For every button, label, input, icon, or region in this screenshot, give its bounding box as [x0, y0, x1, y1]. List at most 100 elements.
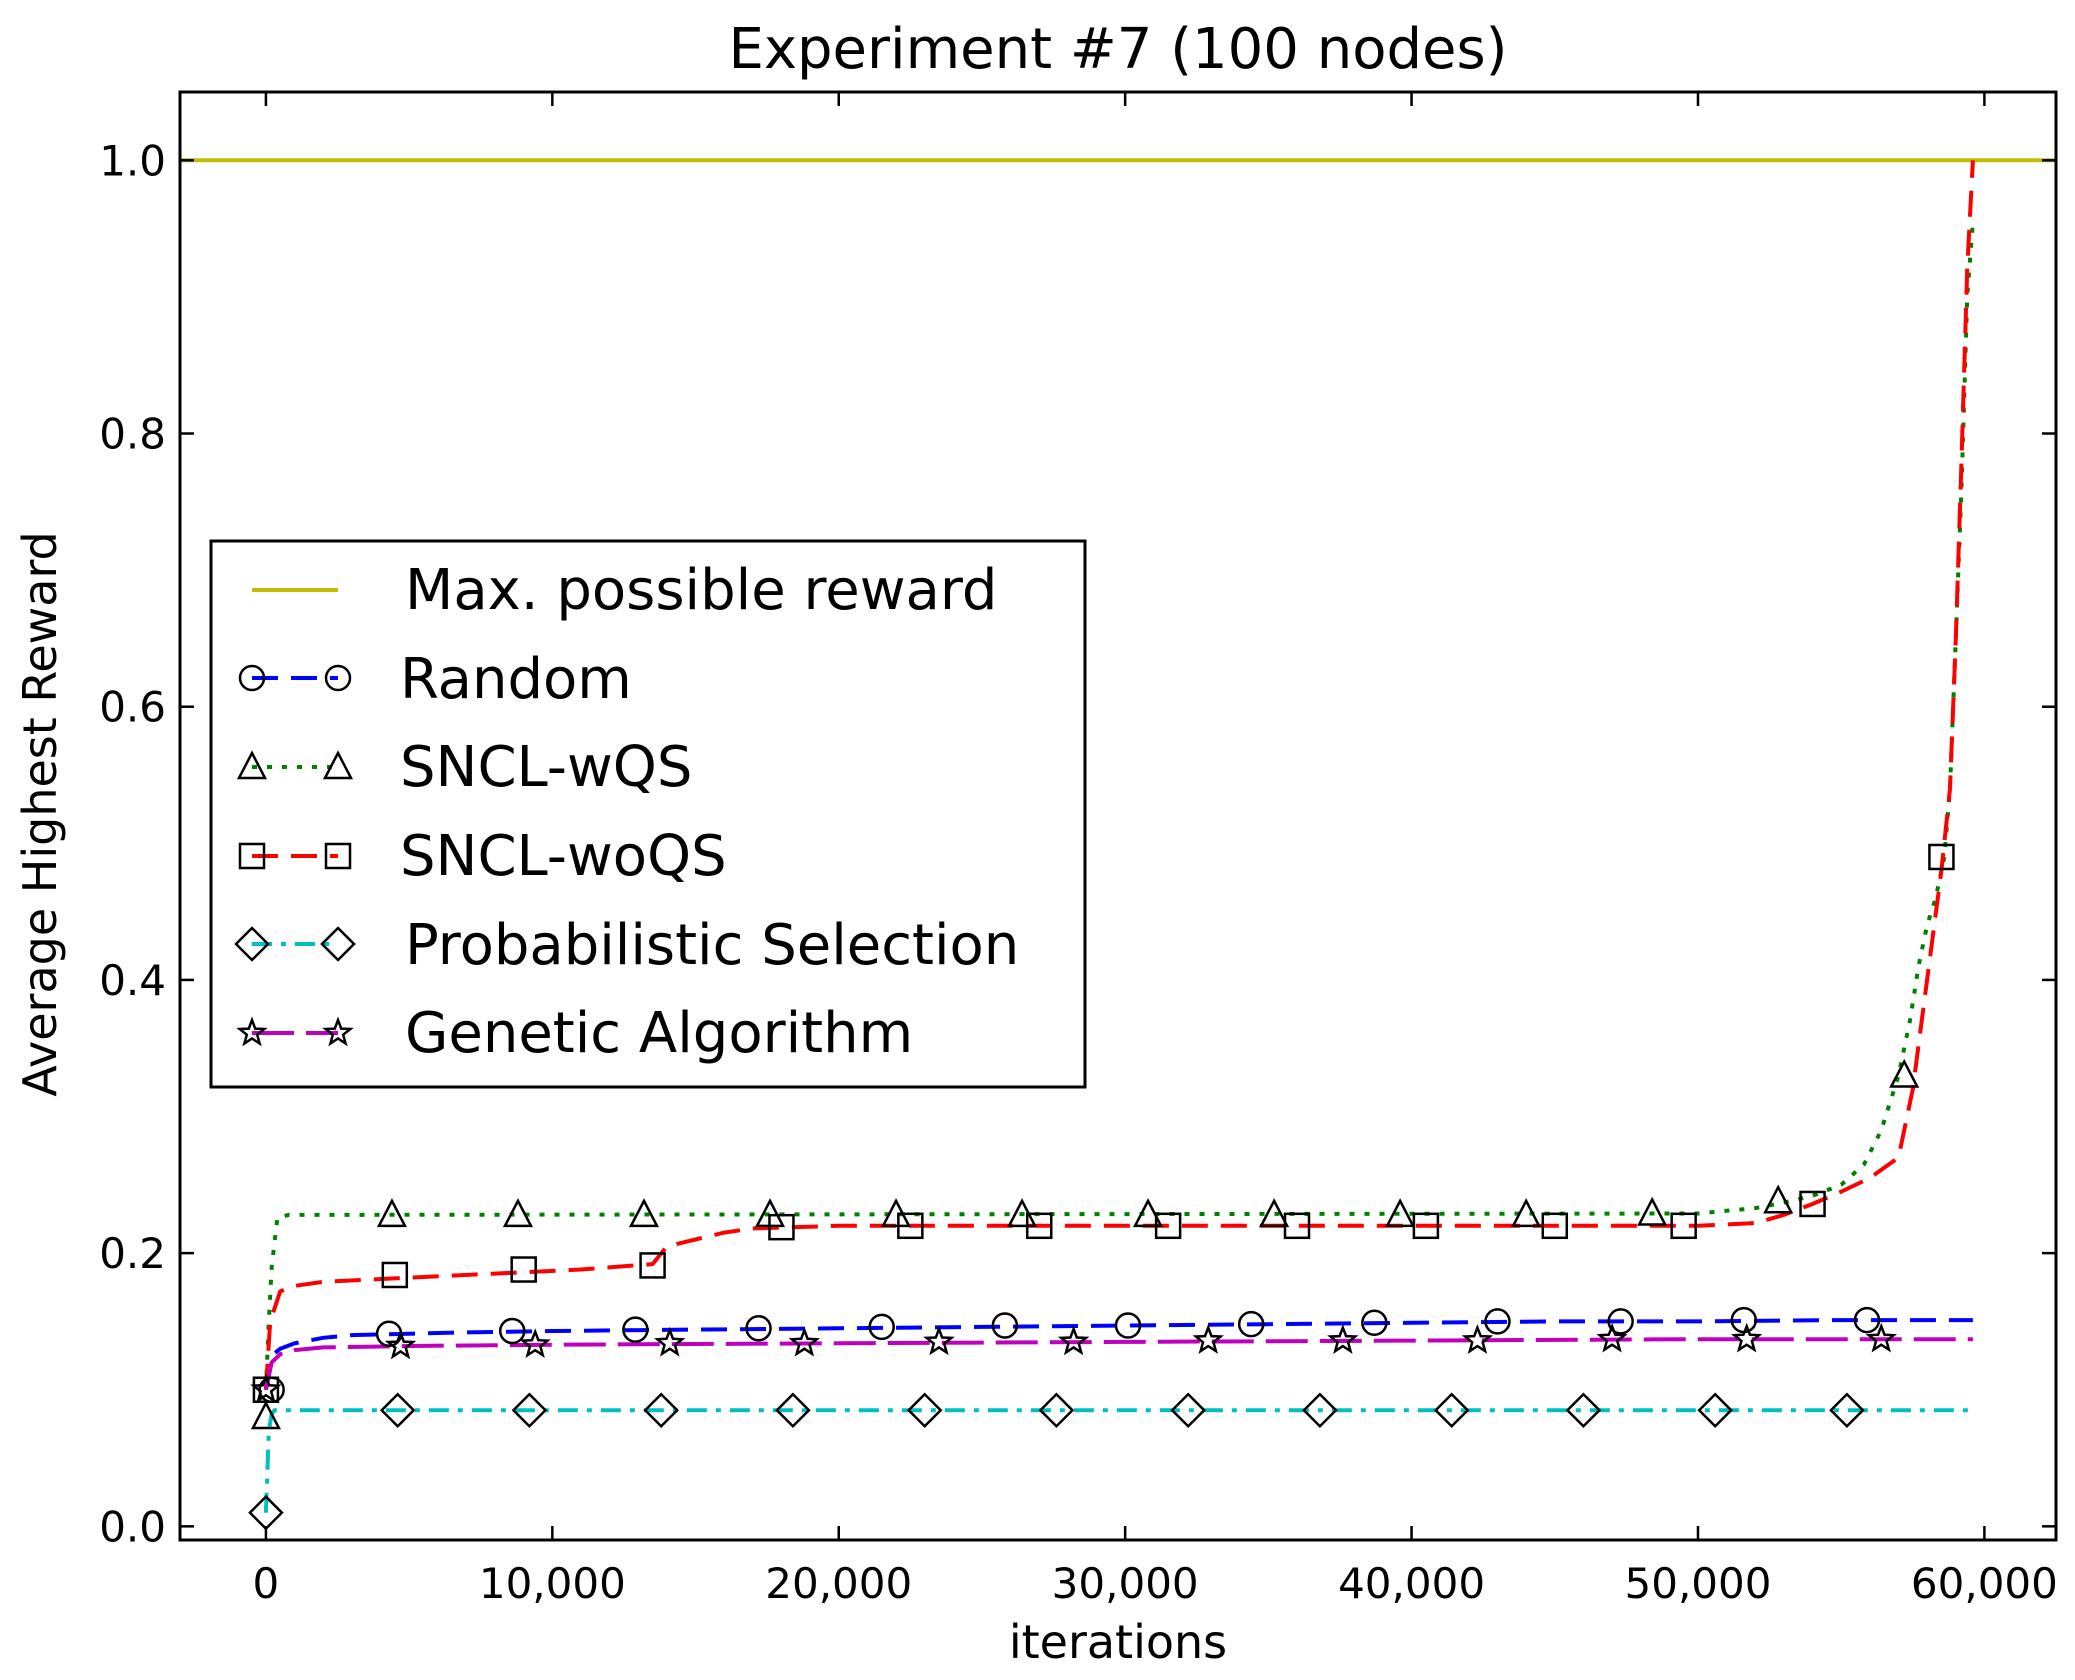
y-tick-label: 0.8 [99, 410, 166, 459]
marker-genetic-algorithm [788, 1326, 821, 1357]
marker-sncl-woqs [897, 1212, 924, 1240]
x-tick-label: 10,000 [479, 1559, 626, 1608]
marker-genetic-algorithm [654, 1326, 686, 1357]
marker-sncl-wqs [250, 1400, 281, 1430]
x-tick-label: 20,000 [765, 1559, 912, 1608]
marker-sncl-woqs [1928, 843, 1955, 871]
chart-title: Experiment #7 (100 nodes) [728, 17, 1507, 82]
x-tick-label: 0 [253, 1559, 280, 1608]
x-tick-label: 40,000 [1338, 1559, 1485, 1608]
marker-genetic-algorithm [1596, 1322, 1628, 1353]
legend-marker-genetic-algorithm [322, 1016, 354, 1047]
series-markers [248, 843, 1955, 1531]
legend-label-genetic-algorithm: Genetic Algorithm [405, 1001, 913, 1066]
marker-sncl-wqs [1133, 1198, 1164, 1228]
marker-sncl-woqs [639, 1252, 666, 1279]
legend-label-max-possible-reward: Max. possible reward [405, 558, 997, 623]
y-axis-label: Average Highest Reward [13, 531, 67, 1096]
marker-sncl-wqs [502, 1198, 534, 1228]
legend-marker-random [238, 664, 266, 692]
marker-probabilistic-selection [1565, 1392, 1602, 1428]
series-line-random [263, 1318, 1973, 1391]
marker-probabilistic-selection [1829, 1392, 1865, 1428]
marker-probabilistic-selection [775, 1392, 811, 1428]
marker-random [1853, 1306, 1881, 1334]
legend-marker-random [324, 664, 352, 692]
series-line-sncl-woqs [263, 160, 1975, 1390]
legend-marker-sncl-woqs [238, 842, 266, 870]
marker-sncl-wqs [1511, 1198, 1542, 1228]
marker-random [868, 1313, 895, 1341]
marker-sncl-wqs [628, 1198, 660, 1228]
marker-sncl-woqs [1799, 1190, 1826, 1218]
marker-random [498, 1317, 526, 1345]
legend-marker-sncl-wqs [322, 750, 354, 780]
marker-sncl-wqs [1637, 1196, 1668, 1226]
marker-sncl-woqs [510, 1256, 537, 1283]
legend-label-probabilistic-selection: Probabilistic Selection [405, 913, 1019, 978]
marker-genetic-algorithm [1057, 1325, 1090, 1356]
marker-sncl-wqs [376, 1198, 408, 1228]
series-line-genetic-algorithm [263, 1337, 1973, 1391]
marker-sncl-woqs [1283, 1212, 1311, 1240]
marker-probabilistic-selection [643, 1392, 679, 1428]
marker-probabilistic-selection [511, 1392, 548, 1428]
marker-sncl-wqs [1763, 1184, 1794, 1214]
marker-genetic-algorithm [1327, 1324, 1359, 1354]
marker-sncl-woqs [1670, 1212, 1697, 1240]
x-tick-label: 60,000 [1911, 1559, 2058, 1608]
legend-marker-probabilistic-selection [320, 926, 356, 962]
plot-frame [178, 90, 2058, 1542]
legend-frame [209, 539, 1087, 1089]
marker-random [622, 1316, 649, 1343]
legend-marker-genetic-algorithm [236, 1016, 268, 1047]
data-layer [180, 158, 2056, 1531]
marker-probabilistic-selection [1170, 1392, 1206, 1428]
legend-label-sncl-wqs: SNCL-wQS [400, 735, 692, 800]
marker-random [1361, 1309, 1388, 1337]
marker-probabilistic-selection [379, 1392, 416, 1428]
marker-probabilistic-selection [1038, 1392, 1075, 1428]
y-tick-label: 1.0 [99, 136, 166, 185]
marker-sncl-woqs [1412, 1212, 1440, 1240]
legend-marker-probabilistic-selection [234, 926, 270, 962]
marker-random [1114, 1312, 1142, 1339]
axes-layer: 0 10,000 20,000 30,000 40,000 50,000 60,000 0.0… [99, 90, 2058, 1608]
marker-genetic-algorithm [250, 1373, 282, 1404]
marker-genetic-algorithm [923, 1325, 955, 1356]
marker-genetic-algorithm [519, 1328, 551, 1359]
marker-sncl-woqs [381, 1261, 409, 1289]
marker-probabilistic-selection [1433, 1392, 1470, 1428]
y-tick-label: 0.6 [99, 683, 166, 732]
marker-sncl-woqs [1541, 1212, 1569, 1240]
legend-samples [234, 588, 356, 1047]
marker-sncl-wqs [1385, 1198, 1416, 1228]
marker-sncl-wqs [1889, 1058, 1920, 1088]
x-axis-label: iterations [1009, 1615, 1227, 1669]
marker-random [991, 1312, 1019, 1339]
legend-label-random: Random [400, 647, 632, 712]
marker-genetic-algorithm [1730, 1322, 1763, 1353]
marker-random [1607, 1308, 1634, 1335]
marker-sncl-woqs [768, 1213, 795, 1241]
series-line-sncl-wqs [263, 221, 1975, 1390]
legend-label-sncl-woqs: SNCL-woQS [400, 824, 727, 889]
y-tick-label: 0.4 [99, 956, 166, 1005]
y-tick-label: 0.0 [99, 1502, 166, 1551]
marker-random [1237, 1310, 1265, 1338]
marker-genetic-algorithm [1461, 1324, 1494, 1354]
marker-genetic-algorithm [384, 1329, 417, 1360]
marker-sncl-wqs [1259, 1198, 1290, 1228]
legend-marker-sncl-woqs [324, 842, 352, 870]
marker-probabilistic-selection [1697, 1392, 1733, 1428]
marker-probabilistic-selection [906, 1392, 943, 1428]
marker-random [1484, 1308, 1511, 1335]
x-tick-label: 30,000 [1052, 1559, 1199, 1608]
marker-genetic-algorithm [1865, 1322, 1898, 1353]
marker-sncl-woqs [1025, 1212, 1053, 1240]
marker-random [745, 1315, 772, 1342]
legend: Max. possible reward Random SNCL-wQS SNC… [209, 539, 1087, 1089]
x-tick-label: 50,000 [1625, 1559, 1772, 1608]
